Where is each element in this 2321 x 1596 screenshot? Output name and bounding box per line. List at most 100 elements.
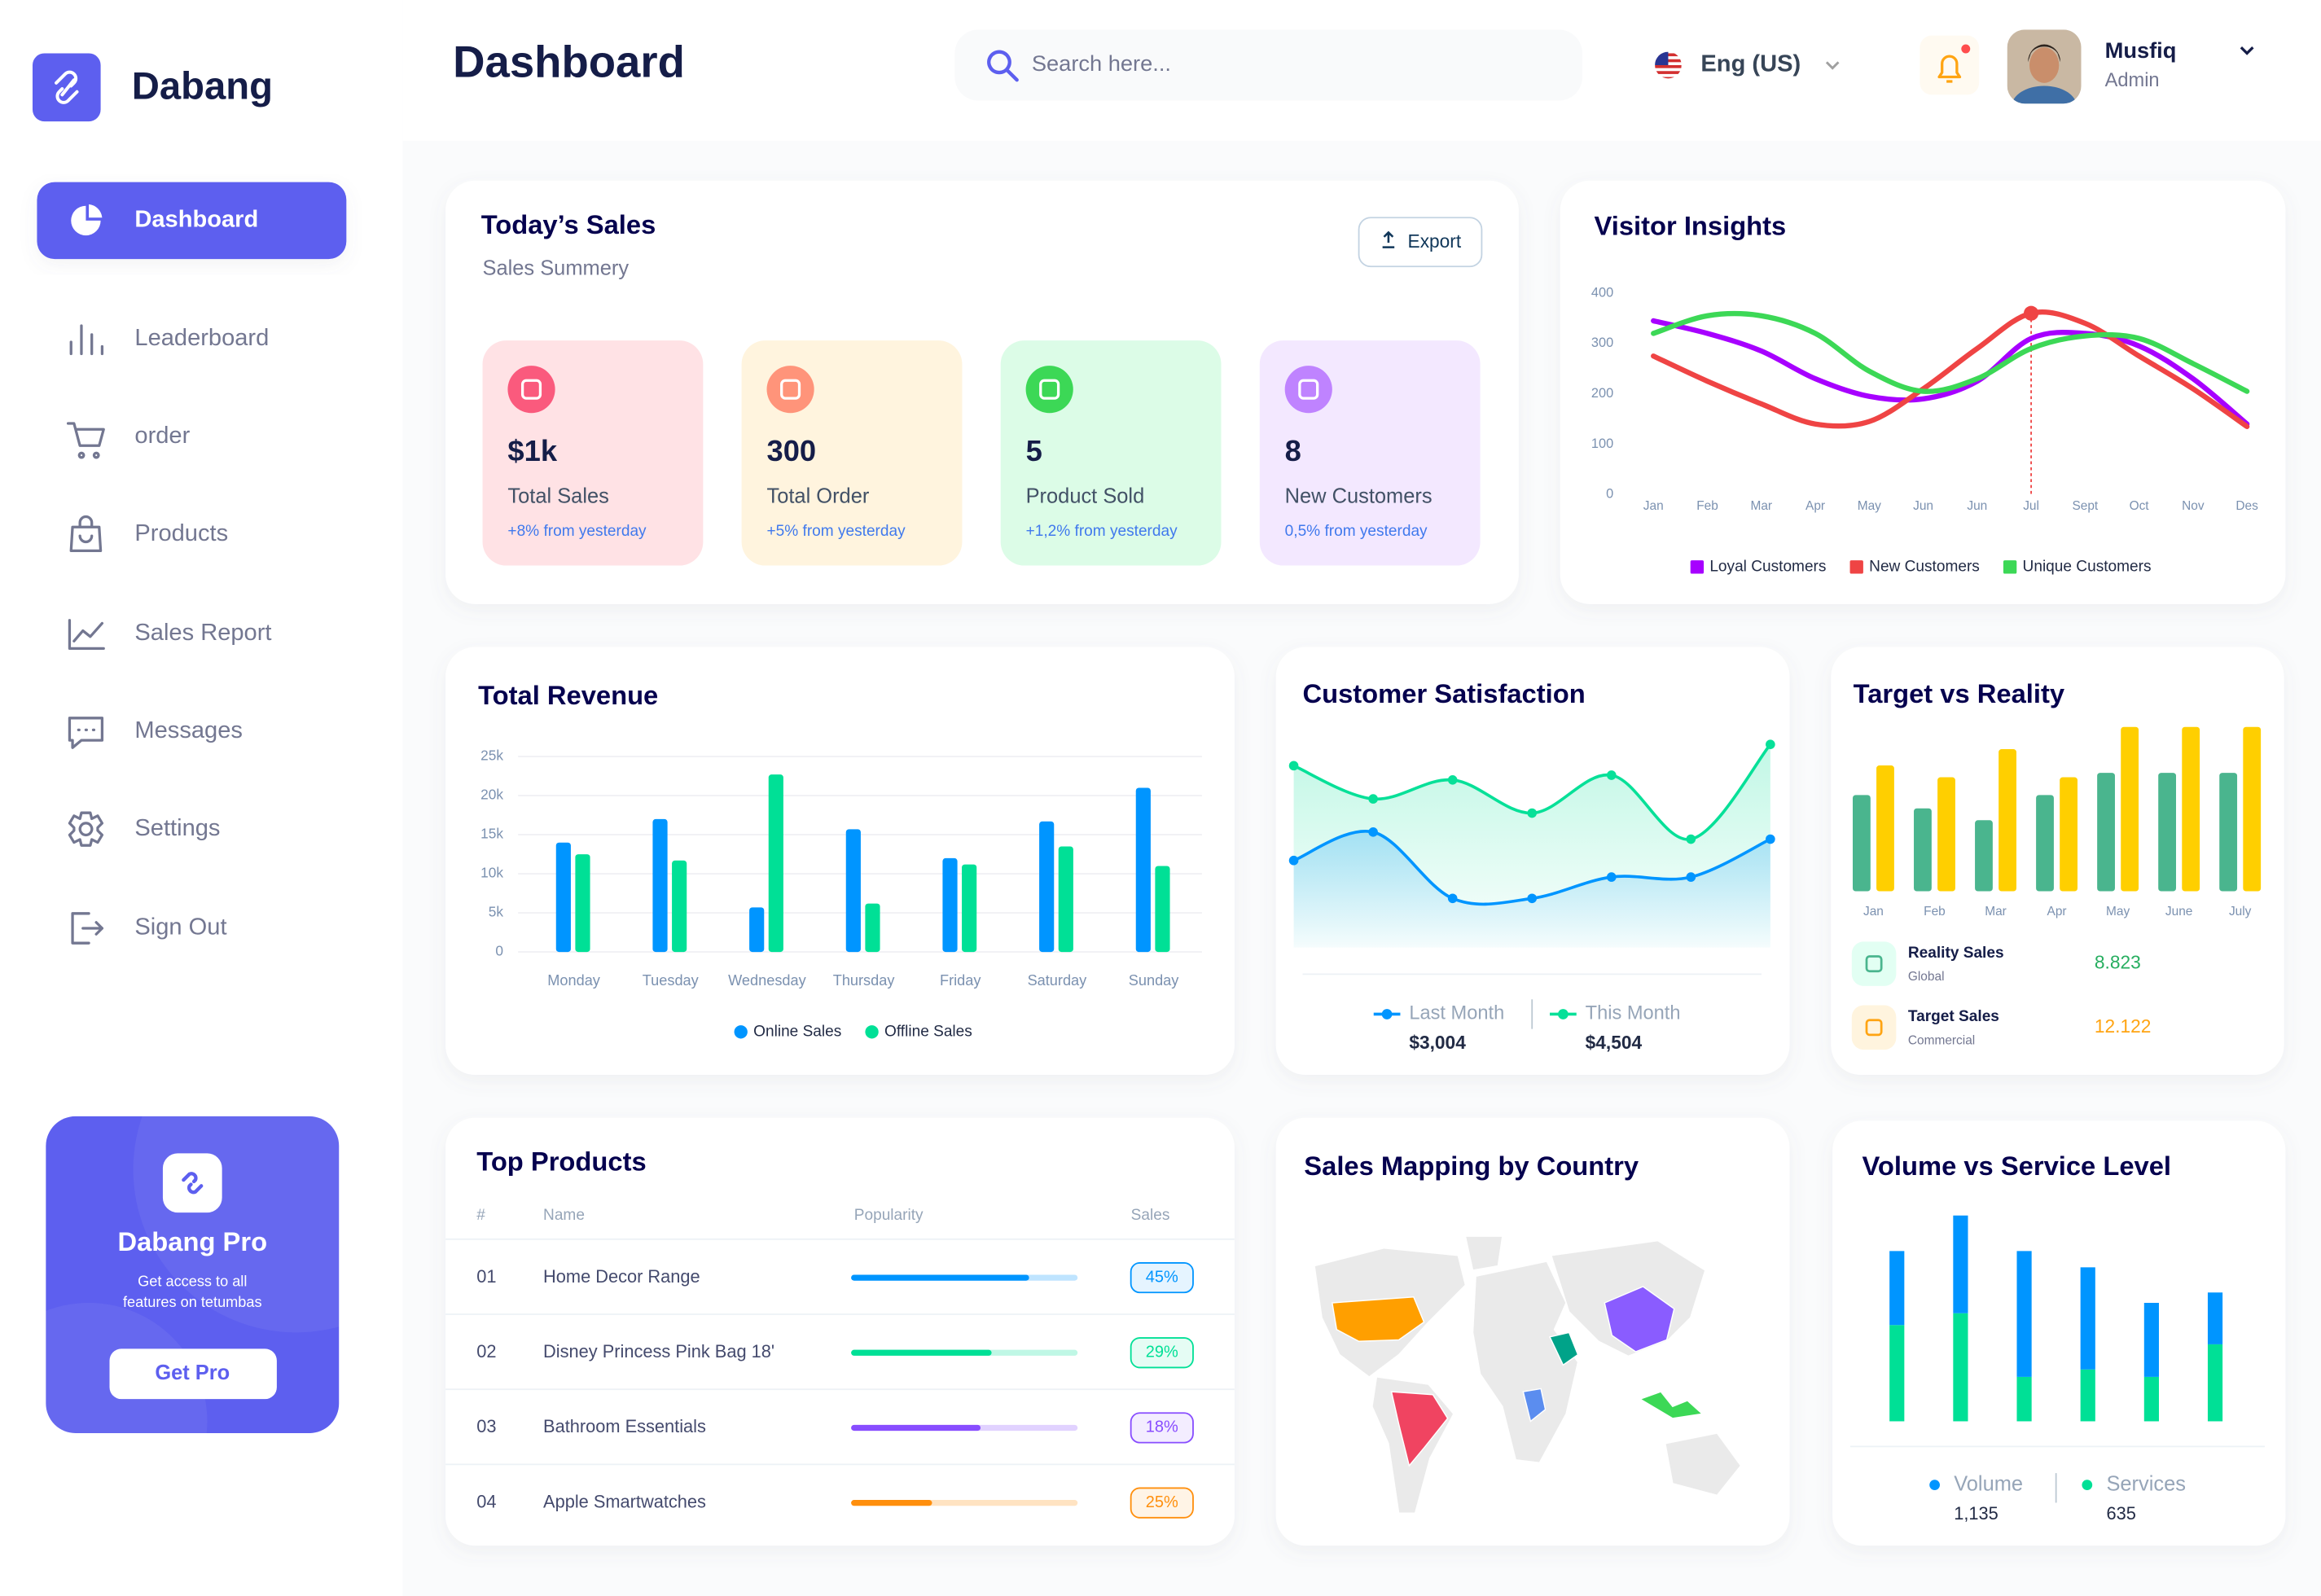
panel-title: Total Revenue xyxy=(478,680,658,710)
bar xyxy=(1999,749,2016,892)
panel xyxy=(1832,1120,2286,1546)
export-button[interactable] xyxy=(1358,217,1483,268)
legend-subtitle: Global xyxy=(1908,970,1945,984)
stat-change: +1,2% from yesterday xyxy=(1026,523,1178,540)
menu-item[interactable]: Leaderboard xyxy=(134,325,269,351)
menu-icon xyxy=(68,811,104,847)
menu-item[interactable]: Sales Report xyxy=(134,620,271,646)
avatar[interactable] xyxy=(2007,29,2082,127)
row-name: Disney Princess Pink Bag 18' xyxy=(543,1341,774,1361)
flag-stripe xyxy=(1655,65,1682,68)
user-name[interactable]: Musfiq xyxy=(2105,37,2177,63)
legend-swatch xyxy=(1690,560,1705,574)
series-point xyxy=(1368,827,1378,837)
bar xyxy=(1852,795,1871,892)
series-point xyxy=(1288,855,1299,866)
bar xyxy=(2219,773,2238,892)
menu-icon-shape xyxy=(69,515,103,552)
logo-icon xyxy=(55,70,79,104)
legend-total: $4,504 xyxy=(1586,1032,1643,1053)
legend-label: Last Month xyxy=(1409,1003,1504,1024)
y-tick-label: 0 xyxy=(1606,487,1613,502)
stat-icon xyxy=(766,366,814,414)
legend-swatch xyxy=(734,1025,748,1039)
bar-segment xyxy=(2016,1251,2032,1377)
x-tick-label: June xyxy=(2165,905,2192,919)
bar xyxy=(555,842,571,953)
avatar-body xyxy=(2012,86,2077,104)
x-tick-label: Jul xyxy=(2023,499,2039,513)
stat-icon xyxy=(1284,366,1332,414)
legend-label: Online Sales xyxy=(753,1023,841,1040)
notification-box[interactable] xyxy=(1920,35,1980,95)
language-selector[interactable]: Eng (US) xyxy=(1700,51,1801,77)
bar xyxy=(845,829,861,953)
y-tick-label: 10k xyxy=(480,865,503,881)
bar xyxy=(749,907,765,953)
map-region xyxy=(1390,1391,1449,1467)
row-rank: 04 xyxy=(476,1491,496,1511)
menu-item[interactable]: Settings xyxy=(134,815,220,841)
legend-swatch xyxy=(2003,560,2017,574)
bar xyxy=(2060,777,2078,892)
panel-title: Sales Mapping by Country xyxy=(1304,1151,1639,1181)
stat-icon-glyph xyxy=(1298,379,1319,400)
row-name: Home Decor Range xyxy=(543,1266,700,1287)
series-line xyxy=(1651,309,2250,429)
promo-button[interactable] xyxy=(109,1348,277,1400)
search-placeholder[interactable]: Search here... xyxy=(1032,50,1171,76)
x-tick-label: Jan xyxy=(1643,499,1664,513)
menu-item[interactable]: order xyxy=(134,423,190,449)
menu-icon xyxy=(66,422,105,459)
legend-label: Offline Sales xyxy=(884,1023,972,1040)
y-tick-label: 15k xyxy=(480,826,503,842)
menu-item[interactable]: Messages xyxy=(134,717,243,743)
x-tick-label: Sunday xyxy=(1129,972,1179,989)
series-point xyxy=(1527,808,1538,818)
legend-label: Target Sales xyxy=(1908,1008,1999,1025)
column-header: Popularity xyxy=(854,1207,924,1224)
menu-item[interactable]: Sign Out xyxy=(134,914,226,940)
bar xyxy=(1937,777,1955,892)
avatar-face xyxy=(2029,47,2060,83)
stat-label: Total Order xyxy=(767,485,870,508)
stat-change: +8% from yesterday xyxy=(507,523,647,540)
export-icon xyxy=(1382,230,1395,248)
export-label[interactable]: Export xyxy=(1408,230,1462,252)
sales-pill xyxy=(1130,1337,1194,1369)
row-rank: 03 xyxy=(476,1416,496,1436)
legend-dot xyxy=(1558,1009,1569,1019)
stat-label: Total Sales xyxy=(507,485,608,508)
stat-change: 0,5% from yesterday xyxy=(1285,523,1428,540)
chevron[interactable] xyxy=(2240,46,2254,55)
bar-segment xyxy=(2143,1376,2159,1422)
promo-title: Dabang Pro xyxy=(117,1226,267,1256)
brand-name: Dabang xyxy=(132,65,273,108)
legend-label: This Month xyxy=(1586,1003,1681,1024)
legend-label: Loyal Customers xyxy=(1709,558,1826,575)
bar-segment xyxy=(2080,1369,2095,1422)
bar-segment xyxy=(1889,1325,1905,1422)
row-rank: 01 xyxy=(476,1266,496,1287)
x-tick-label: Nov xyxy=(2182,499,2205,513)
chevron xyxy=(1825,61,1840,70)
bar xyxy=(2182,726,2200,892)
x-tick-label: Saturday xyxy=(1028,972,1088,989)
menu-item[interactable]: Dashboard xyxy=(134,207,258,233)
x-tick-label: Jan xyxy=(1863,905,1884,919)
menu-item[interactable]: Products xyxy=(134,520,228,546)
y-tick-label: 300 xyxy=(1591,335,1613,350)
legend-label: Unique Customers xyxy=(2023,558,2152,575)
x-tick-label: Sept xyxy=(2072,499,2098,513)
legend-label: Volume xyxy=(1954,1472,2023,1495)
bar xyxy=(2097,773,2115,892)
menu-icon-shape xyxy=(71,912,104,945)
row-rank: 02 xyxy=(476,1341,496,1361)
menu-active-bg xyxy=(37,182,347,260)
user-role: Admin xyxy=(2105,70,2160,91)
sales-pill xyxy=(1130,1262,1194,1294)
search-box[interactable] xyxy=(954,29,1583,101)
panel-subtitle: Sales Summery xyxy=(483,257,630,280)
promo-button-label[interactable]: Get Pro xyxy=(155,1361,230,1384)
legend-swatch xyxy=(1849,560,1863,574)
